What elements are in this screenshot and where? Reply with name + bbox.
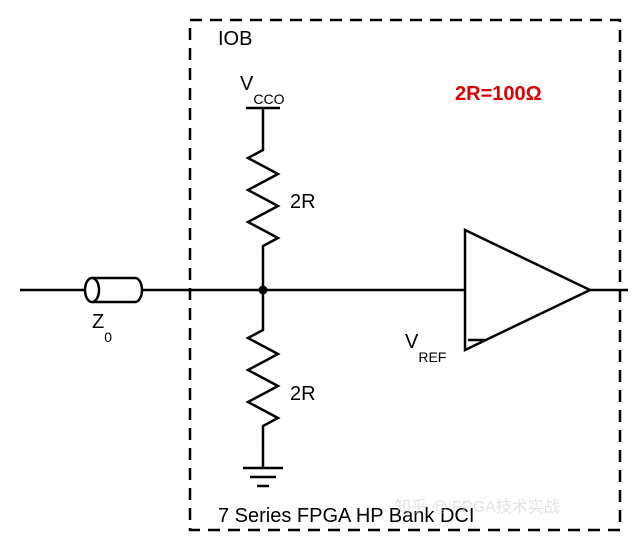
amplifier bbox=[465, 230, 590, 350]
vref-label: VREF bbox=[405, 331, 446, 365]
circuit-diagram: IOB 2R=100Ω VCCO 2R Z0 2R bbox=[0, 0, 640, 545]
r-bottom-label: 2R bbox=[290, 383, 316, 405]
z0-cylinder bbox=[85, 278, 142, 302]
iob-label: IOB bbox=[218, 28, 252, 50]
watermark: 知乎 @ FPGA技术实战 bbox=[395, 498, 560, 516]
resistor-top bbox=[248, 140, 278, 260]
annotation-2r: 2R=100Ω bbox=[455, 83, 542, 105]
z0-label: Z0 bbox=[92, 311, 112, 345]
vcco-label: VCCO bbox=[240, 73, 285, 107]
r-top-label: 2R bbox=[290, 191, 316, 213]
resistor-bottom bbox=[248, 320, 278, 450]
ground-symbol bbox=[243, 468, 283, 486]
